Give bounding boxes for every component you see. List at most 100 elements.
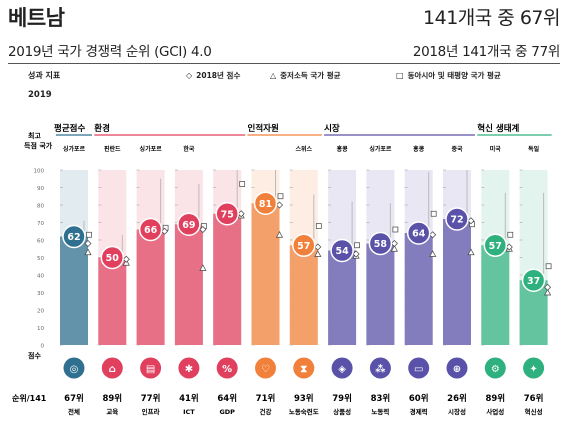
score-2018-marker [390, 240, 398, 247]
innovation-icon-bg [523, 357, 545, 379]
tag-icon-bg [331, 357, 353, 379]
score-2018-marker [237, 210, 245, 218]
year-label: 2019 [28, 90, 52, 100]
score-circle [521, 268, 546, 292]
score-value: 57 [489, 241, 502, 252]
score-value: 66 [144, 225, 158, 236]
triangle-icon: △ [270, 71, 277, 80]
score-circle [62, 224, 86, 249]
legend-east-asia: □ 동아시아 및 태평양 국가 평균 [396, 70, 501, 81]
east-asia-avg-marker [86, 231, 92, 238]
score-circle [406, 221, 431, 245]
score-2018-marker [84, 240, 92, 247]
east-asia-avg-marker [315, 223, 322, 229]
pillar-name: 노동력 [371, 407, 389, 416]
pillar-name: 경제력 [410, 407, 428, 416]
value-bar [289, 245, 318, 345]
people-icon-bg [369, 357, 391, 379]
group-label: 평균점수 [54, 123, 85, 134]
rank-2019: 141개국 중 67위 [423, 7, 560, 29]
best-country-name: 독일 [528, 145, 540, 153]
pillar-name: ICT [183, 408, 195, 416]
best-country-name: 중국 [451, 145, 463, 153]
health-icon-bg [255, 357, 276, 379]
best-country-name: 스위스 [296, 145, 313, 153]
score-value: 69 [182, 220, 195, 231]
score-circle [100, 245, 125, 270]
score-2018-marker [429, 231, 437, 239]
skills-icon: ⧗ [300, 364, 307, 375]
east-asia-avg-marker [277, 193, 284, 200]
y-tick-label: 60 [37, 239, 44, 245]
pillar-rank: 26위 [447, 393, 467, 404]
market-icon-bg [446, 357, 468, 379]
health-icon: ♡ [261, 364, 270, 375]
country-title: 베트남 [8, 6, 65, 30]
chip-icon: ✱ [185, 364, 193, 375]
best-country-label-1: 최고 [28, 131, 41, 140]
pillar-rank: 89위 [102, 393, 122, 404]
pillar-rank: 71위 [256, 393, 276, 404]
value-bar [60, 236, 88, 345]
score-circle [445, 207, 469, 231]
pillar-rank: 77위 [141, 393, 161, 404]
y-tick-label: 80 [37, 204, 44, 210]
y-tick-label: 50 [37, 256, 44, 262]
chip-icon-bg [178, 357, 200, 379]
people-icon: ⁂ [375, 363, 386, 375]
east-asia-avg-marker [545, 263, 552, 270]
group-label: 시장 [324, 123, 340, 134]
score-value: 50 [106, 253, 120, 264]
middle-income-avg-marker [199, 264, 207, 271]
pillar-rank: 64위 [217, 393, 237, 404]
diamond-icon: ◇ [186, 71, 193, 80]
score-circle [253, 191, 278, 215]
target-icon: ◎ [70, 364, 79, 375]
header-divider [8, 63, 560, 64]
group-label: 환경 [94, 123, 110, 134]
y-tick-label: 10 [37, 326, 44, 332]
score-value: 81 [259, 199, 272, 210]
y-tick-label: 90 [37, 186, 44, 192]
score-value: 37 [527, 276, 540, 287]
pillar-rank: 76위 [524, 393, 544, 404]
best-country-name: 홍콩 [337, 145, 349, 153]
best-country-name: 싱가포르 [140, 145, 163, 153]
infrastructure-icon-bg [140, 357, 162, 379]
tag-icon: ◈ [338, 364, 346, 375]
score-circle [177, 212, 201, 236]
skills-icon-bg [293, 357, 315, 379]
card-icon: ▭ [414, 364, 423, 375]
score-circle [483, 233, 508, 257]
east-asia-avg-marker [430, 210, 437, 217]
pillar-name: 전체 [68, 407, 80, 416]
value-bar [174, 224, 203, 345]
score-2018-marker [161, 227, 169, 235]
card-icon-bg [408, 357, 430, 379]
pillar-rank: 79위 [332, 393, 352, 404]
square-icon: □ [396, 71, 404, 80]
y-tick-label: 20 [37, 309, 44, 315]
value-bar [213, 213, 242, 345]
score-2018-marker [314, 243, 322, 251]
business-icon-bg [484, 357, 506, 379]
legend-middle-income: △ 중저소득 국가 평균 [270, 70, 341, 81]
value-bar [481, 245, 510, 345]
score-circle [215, 202, 239, 226]
score-value: 64 [412, 229, 426, 240]
value-bar [328, 250, 357, 345]
pillar-name: 사업성 [486, 407, 504, 416]
score-value: 72 [450, 215, 463, 226]
score-value: 57 [297, 241, 310, 252]
score-axis-label: 점수 [28, 351, 41, 360]
pillar-name: GDP [219, 408, 235, 416]
y-tick-label: 30 [37, 291, 44, 297]
score-circle [368, 231, 393, 256]
gci-title: 2019년 국가 경쟁력 순위 (GCI) 4.0 [8, 44, 212, 60]
y-tick-label: 40 [37, 274, 44, 280]
pillar-rank: 93위 [294, 393, 314, 404]
middle-income-avg-marker [467, 248, 475, 256]
value-bar [136, 229, 165, 345]
best-country-name: 미국 [490, 145, 502, 153]
east-asia-avg-marker [507, 231, 514, 238]
